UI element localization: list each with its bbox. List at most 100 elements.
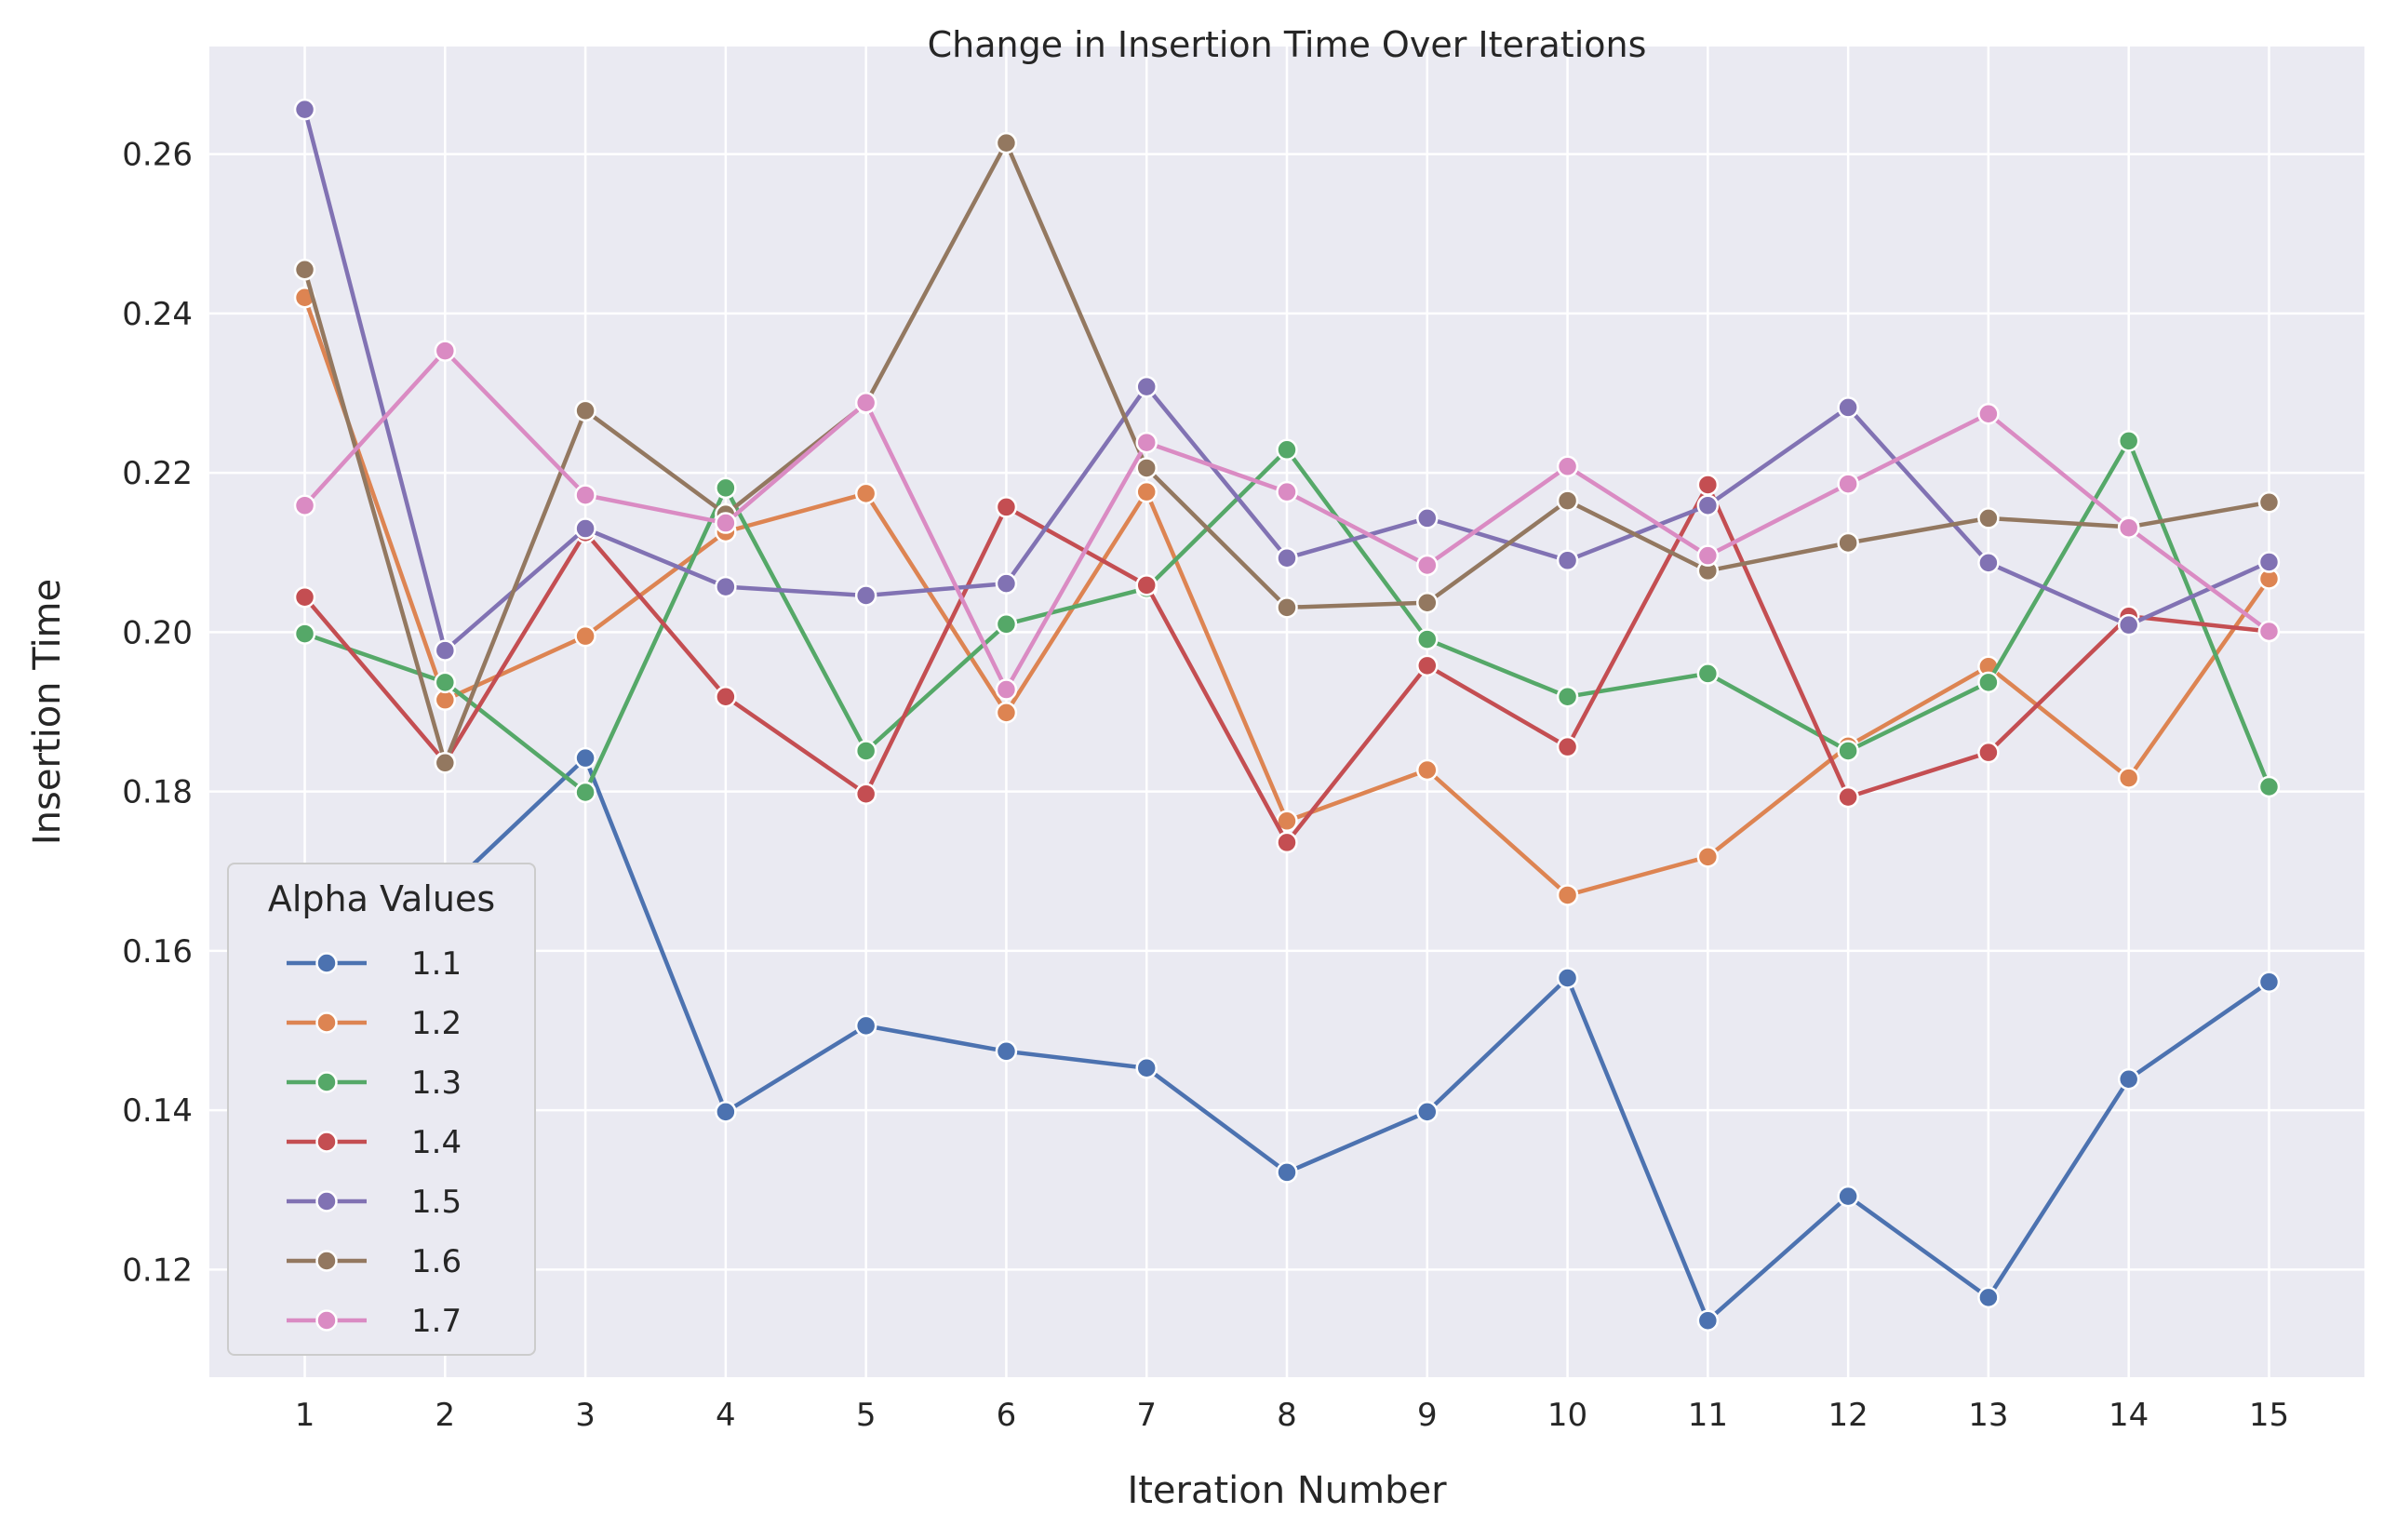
legend-title: Alpha Values: [268, 878, 495, 919]
legend-marker: [315, 1309, 338, 1332]
data-point: [574, 399, 596, 422]
y-axis-label: Insertion Time: [26, 579, 69, 845]
data-point: [1977, 741, 2000, 764]
legend-item: 1.3: [287, 1065, 462, 1102]
x-tick-label: 4: [716, 1397, 736, 1434]
data-point: [1696, 663, 1720, 685]
data-point: [1696, 494, 1720, 516]
data-point: [854, 482, 877, 505]
data-point: [1837, 473, 1859, 495]
y-tick-label: 0.18: [122, 774, 193, 811]
legend-label: 1.6: [411, 1243, 462, 1280]
legend-label: 1.1: [411, 945, 462, 983]
legend-marker: [315, 1190, 338, 1212]
data-point: [1837, 531, 1859, 555]
x-tick-label: 2: [435, 1397, 455, 1434]
legend: Alpha Values 1.1 1.2 1.3 1.4 1.5 1.6 1.7: [227, 863, 536, 1356]
legend-marker: [315, 1011, 338, 1034]
legend-label: 1.7: [411, 1303, 462, 1340]
data-point: [715, 1101, 737, 1123]
data-point: [715, 685, 737, 708]
data-point: [1135, 574, 1158, 596]
data-point: [1135, 431, 1158, 454]
legend-item: 1.7: [287, 1303, 462, 1340]
x-tick-label: 6: [997, 1397, 1017, 1434]
data-point: [1416, 1101, 1439, 1123]
data-point: [2257, 971, 2281, 994]
data-point: [1696, 474, 1720, 496]
data-point: [1556, 884, 1579, 906]
data-point: [574, 746, 596, 770]
data-point: [1837, 1185, 1859, 1208]
legend-item: 1.4: [287, 1124, 462, 1161]
legend-item: 1.6: [287, 1243, 462, 1280]
data-point: [995, 613, 1018, 636]
data-point: [2257, 551, 2281, 573]
data-point: [2257, 775, 2281, 798]
legend-item: 1.5: [287, 1184, 462, 1221]
data-point: [1416, 654, 1439, 677]
data-point: [1416, 628, 1439, 650]
x-tick-label: 13: [1968, 1397, 2008, 1434]
x-tick-label: 12: [1828, 1397, 1868, 1434]
y-tick-label: 0.24: [122, 296, 193, 333]
y-tick-label: 0.22: [122, 455, 193, 492]
data-point: [995, 572, 1018, 595]
data-point: [2117, 613, 2140, 636]
y-tick-label: 0.14: [122, 1092, 193, 1130]
data-point: [1977, 1286, 2000, 1309]
legend-label: 1.4: [411, 1124, 462, 1161]
data-point: [715, 476, 737, 500]
data-point: [1556, 549, 1579, 572]
data-point: [1837, 740, 1859, 762]
legend-item: 1.1: [287, 945, 462, 983]
data-point: [1556, 735, 1579, 758]
data-point: [854, 584, 877, 607]
data-point: [1276, 1161, 1298, 1184]
data-point: [1977, 507, 2000, 529]
legend-marker: [315, 1131, 338, 1153]
data-point: [1416, 507, 1439, 529]
chart-title: Change in Insertion Time Over Iterations: [928, 24, 1647, 65]
x-tick-label: 7: [1136, 1397, 1157, 1434]
series-1.5: [293, 98, 2281, 662]
legend-items: 1.1 1.2 1.3 1.4 1.5 1.6 1.7: [287, 945, 462, 1340]
tick-labels: 1 2 3 4 5 6 7 8 9 10 11 12 13 14 150.120.140.160.180.2…: [122, 137, 2289, 1434]
data-point: [2257, 491, 2281, 514]
data-point: [995, 496, 1018, 518]
x-tick-label: 1: [295, 1397, 315, 1434]
data-point: [1696, 544, 1720, 567]
data-point: [1135, 480, 1158, 503]
y-tick-label: 0.16: [122, 933, 193, 971]
legend-marker: [315, 952, 338, 974]
data-point: [1416, 591, 1439, 614]
x-tick-label: 9: [1417, 1397, 1438, 1434]
x-tick-label: 8: [1277, 1397, 1297, 1434]
data-point: [1696, 846, 1720, 868]
data-point: [854, 740, 877, 762]
data-point: [1135, 1057, 1158, 1079]
x-tick-label: 14: [2109, 1397, 2149, 1434]
data-point: [434, 752, 457, 774]
data-point: [1416, 554, 1439, 577]
data-point: [1556, 967, 1579, 989]
data-point: [293, 494, 316, 516]
x-axis-label: Iteration Number: [1127, 1469, 1447, 1512]
series-group: [293, 98, 2281, 1332]
legend-marker: [315, 1071, 338, 1093]
x-tick-label: 3: [575, 1397, 596, 1434]
data-point: [574, 517, 596, 540]
data-point: [1135, 457, 1158, 479]
data-point: [434, 671, 457, 694]
legend-item: 1.2: [287, 1005, 462, 1042]
data-point: [854, 1014, 877, 1038]
data-point: [1977, 552, 2000, 574]
x-tick-label: 10: [1547, 1397, 1587, 1434]
x-tick-label: 11: [1688, 1397, 1728, 1434]
data-point: [1837, 396, 1859, 419]
data-point: [854, 392, 877, 414]
data-point: [715, 575, 737, 598]
data-point: [2117, 430, 2140, 452]
legend-label: 1.2: [411, 1005, 462, 1042]
